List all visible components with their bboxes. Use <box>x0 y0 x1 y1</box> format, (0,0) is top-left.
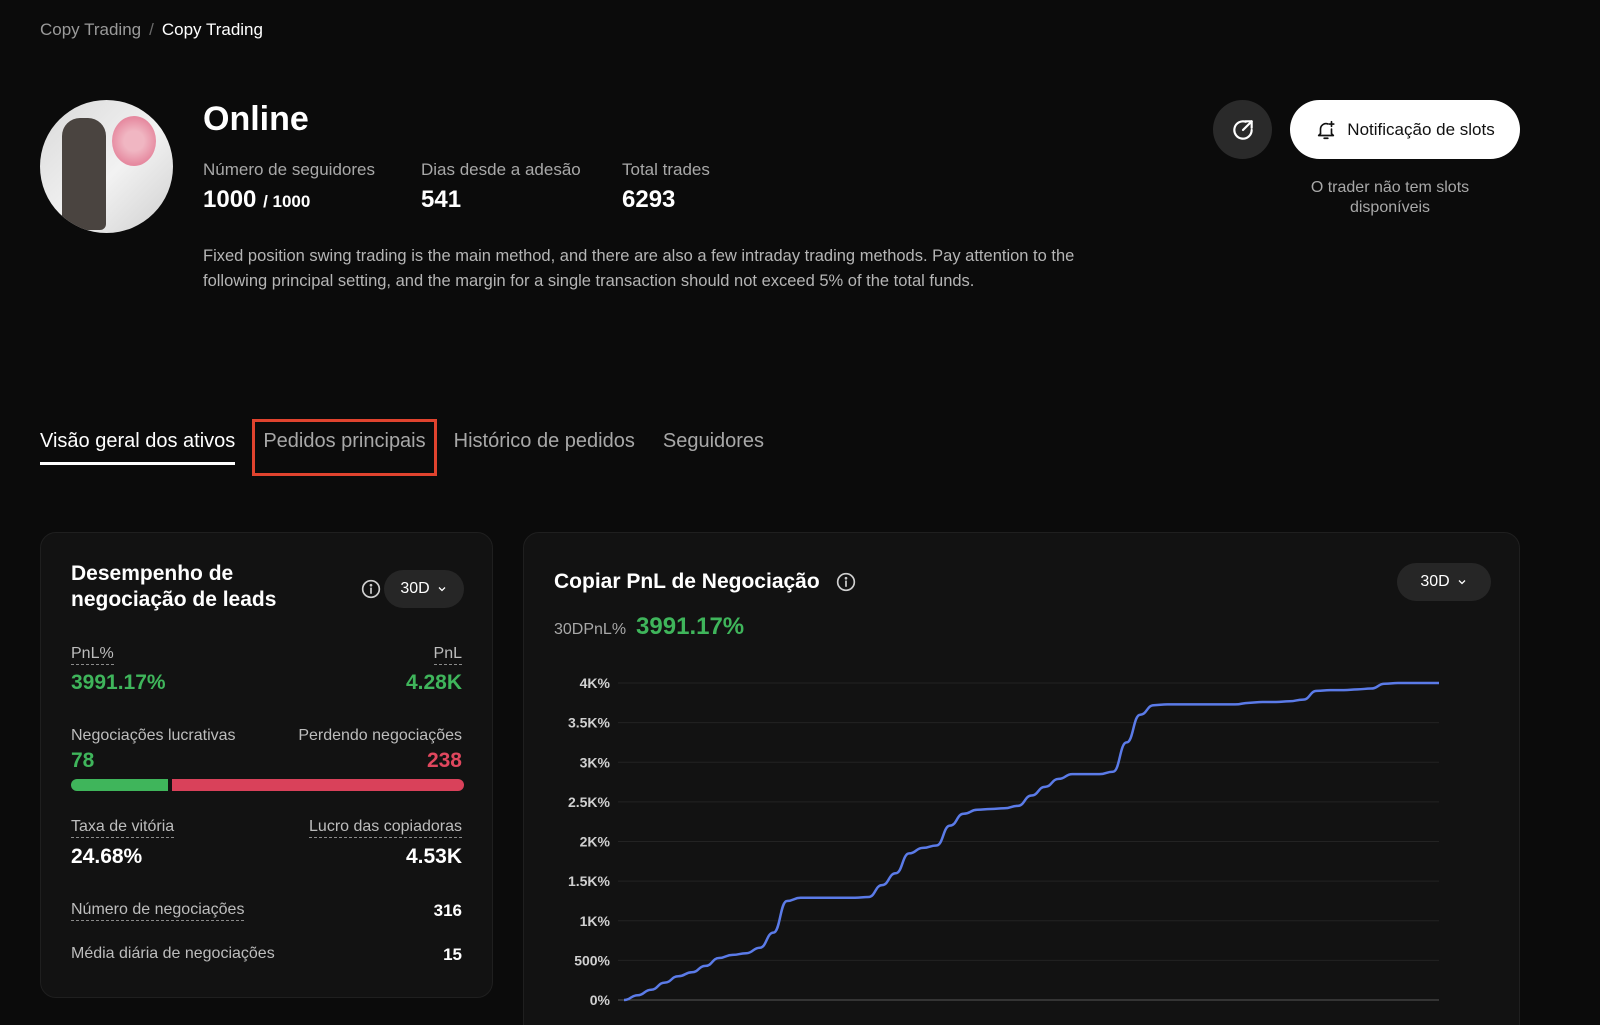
chevron-down-icon <box>436 583 448 595</box>
rate-labels-row: Taxa de vitória Lucro das copiadoras <box>71 818 462 838</box>
win-trades-label: Negociações lucrativas <box>71 727 236 745</box>
loss-trades-value: 238 <box>427 749 462 773</box>
breadcrumb-parent[interactable]: Copy Trading <box>40 20 141 40</box>
win-loss-bar <box>71 779 464 791</box>
days-stat: Dias desde a adesão 541 <box>421 160 581 214</box>
slot-notification-button[interactable]: Notificação de slots <box>1290 100 1520 159</box>
trades-value: 6293 <box>622 186 710 214</box>
days-label: Dias desde a adesão <box>421 160 581 180</box>
y-tick-label: 1.5K% <box>568 873 611 889</box>
avatar-flower <box>112 116 156 166</box>
y-tick-label: 3K% <box>580 754 611 770</box>
copy-pnl-summary-value: 3991.17% <box>636 613 744 641</box>
breadcrumb: Copy Trading / Copy Trading <box>40 20 263 40</box>
pnl-pct-label[interactable]: PnL% <box>71 645 114 665</box>
trades-labels-row: Negociações lucrativas Perdendo negociaç… <box>71 727 462 745</box>
followers-label: Número de seguidores <box>203 160 375 180</box>
tab-main-orders[interactable]: Pedidos principais <box>263 430 425 465</box>
no-slots-message: O trader não tem slots disponíveis <box>1290 178 1490 218</box>
avatar <box>40 100 173 233</box>
trader-description: Fixed position swing trading is the main… <box>203 244 1123 294</box>
chevron-down-icon <box>1456 576 1468 588</box>
followers-max: / 1000 <box>263 192 310 211</box>
y-tick-label: 500% <box>574 952 610 968</box>
copy-pnl-title: Copiar PnL de Negociação <box>554 569 820 595</box>
tab-bar: Visão geral dos ativos Pedidos principai… <box>40 430 792 465</box>
daily-avg-label: Média diária de negociações <box>71 945 275 965</box>
followers-value: 1000 / 1000 <box>203 186 375 214</box>
pnl-value: 4.28K <box>406 671 462 695</box>
tab-asset-overview[interactable]: Visão geral dos ativos <box>40 430 235 465</box>
performance-period-label: 30D <box>400 580 429 598</box>
bell-plus-icon <box>1315 119 1337 141</box>
copy-pnl-card: Copiar PnL de Negociação 30D 30DPnL% 399… <box>523 532 1520 1025</box>
trader-header: Copy Trading / Copy Trading Online Númer… <box>0 0 1600 358</box>
avatar-figure <box>62 118 106 230</box>
info-icon[interactable] <box>836 572 856 592</box>
pnl-pct-value: 3991.17% <box>71 671 166 695</box>
performance-period-select[interactable]: 30D <box>384 570 464 608</box>
y-tick-label: 0% <box>590 992 611 1008</box>
num-trades-row: Número de negociações 316 <box>71 901 462 921</box>
y-tick-label: 1K% <box>580 913 611 929</box>
daily-avg-row: Média diária de negociações 15 <box>71 945 462 965</box>
trades-stat: Total trades 6293 <box>622 160 710 214</box>
y-tick-label: 4K% <box>580 675 611 691</box>
num-trades-label[interactable]: Número de negociações <box>71 901 244 921</box>
breadcrumb-separator: / <box>149 20 154 40</box>
copy-pnl-summary: 30DPnL% 3991.17% <box>554 613 744 641</box>
tab-order-history[interactable]: Histórico de pedidos <box>454 430 635 465</box>
copy-pnl-line-chart: 0% 500% 1K% 1.5K% 2K% 2.5K% 3K% 3.5K% 4K% <box>524 663 1519 1025</box>
trades-values-row: 78 238 <box>71 749 462 773</box>
info-icon[interactable] <box>361 579 381 599</box>
pnl-labels-row: PnL% PnL <box>71 645 462 665</box>
win-rate-label[interactable]: Taxa de vitória <box>71 818 174 838</box>
rate-values-row: 24.68% 4.53K <box>71 845 462 869</box>
breadcrumb-current: Copy Trading <box>162 20 263 40</box>
trades-label: Total trades <box>622 160 710 180</box>
loss-trades-label: Perdendo negociações <box>298 727 462 745</box>
pnl-values-row: 3991.17% 4.28K <box>71 671 462 695</box>
y-tick-label: 2.5K% <box>568 794 611 810</box>
win-rate-value: 24.68% <box>71 845 142 869</box>
share-button[interactable] <box>1213 100 1272 159</box>
copy-pnl-period-label: 30D <box>1420 573 1449 591</box>
y-tick-label: 2K% <box>580 834 611 850</box>
num-trades-value: 316 <box>434 901 462 921</box>
share-icon <box>1230 117 1256 143</box>
slot-notification-label: Notificação de slots <box>1347 120 1494 140</box>
win-trades-value: 78 <box>71 749 94 773</box>
lead-performance-card: Desempenho de negociação de leads 30D Pn… <box>40 532 493 998</box>
pnl-label[interactable]: PnL <box>434 645 462 665</box>
copy-pnl-period-select[interactable]: 30D <box>1397 563 1491 601</box>
daily-avg-value: 15 <box>443 945 462 965</box>
trader-name: Online <box>203 100 309 139</box>
performance-title: Desempenho de negociação de leads <box>71 561 331 613</box>
loss-bar-segment <box>172 779 464 791</box>
copy-pnl-summary-label: 30DPnL% <box>554 621 626 639</box>
followers-stat: Número de seguidores 1000 / 1000 <box>203 160 375 214</box>
win-bar-segment <box>71 779 168 791</box>
tab-followers[interactable]: Seguidores <box>663 430 764 465</box>
y-tick-label: 3.5K% <box>568 715 611 731</box>
copier-profit-label[interactable]: Lucro das copiadoras <box>309 818 462 838</box>
days-value: 541 <box>421 186 581 214</box>
copier-profit-value: 4.53K <box>406 845 462 869</box>
